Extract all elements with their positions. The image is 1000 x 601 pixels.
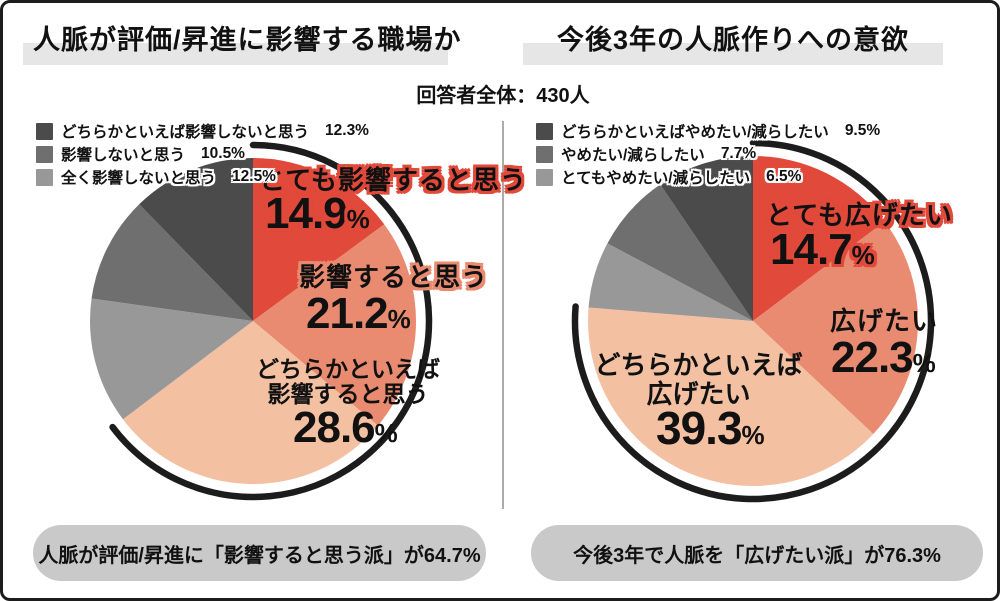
legend-label: どちらかといえば影響しないと思う	[61, 124, 310, 141]
legend-swatch	[36, 122, 53, 140]
legend-swatch	[536, 168, 553, 186]
legend-label: 影響しないと思う	[61, 147, 186, 164]
legend-swatch	[536, 122, 553, 140]
emphasis-arc	[571, 139, 935, 503]
pie-slice	[253, 158, 385, 321]
slice-label-value: 22.3%	[831, 333, 936, 382]
legend-value: 9.5%	[844, 122, 881, 139]
slice-label-text: 影響すると思う	[299, 262, 489, 292]
summary-banner-right: 今後3年で人脈を「広げたい派」が76.3%	[531, 525, 983, 581]
pie-slice	[122, 321, 378, 484]
left-chart-title: 人脈が評価/昇進に影響する職場か	[33, 25, 462, 55]
legend-label: やめたい/減らしたい	[561, 147, 705, 164]
panel-divider	[502, 121, 504, 509]
legend-value: 10.5%	[201, 145, 245, 162]
legend-label: 全く影響しないと思う	[61, 170, 217, 187]
pie-slice	[588, 243, 753, 321]
legend-item: 影響しないと思う 10.5%	[36, 145, 369, 164]
pie-slice	[139, 158, 253, 321]
slice-label-value: 14.9%	[265, 189, 370, 238]
slice-label-text: どちらかといえば 影響すると思う	[256, 356, 440, 408]
right-title-highlight	[523, 43, 943, 65]
slice-label-value: 21.2%	[306, 289, 411, 338]
legend-value: 12.3%	[325, 122, 369, 139]
legend-item: どちらかといえばやめたい/減らしたい 9.5%	[536, 122, 881, 141]
legend-item: とてもやめたい/減らしたい 6.5%	[536, 168, 880, 187]
legend-left: どちらかといえば影響しないと思う 12.3% 影響しないと思う 10.5% 全く…	[36, 122, 369, 187]
left-title-highlight	[23, 43, 448, 65]
legend-swatch	[36, 145, 53, 163]
slice-label-value: 14.7%	[770, 225, 875, 274]
slice-label-text: とても影響すると思う	[259, 165, 527, 195]
legend-value: 6.5%	[766, 168, 802, 185]
pie-chart-right	[571, 139, 935, 503]
pie-slice	[753, 221, 918, 434]
legend-value: 7.7%	[720, 145, 757, 162]
legend-item: どちらかといえば影響しないと思う 12.3%	[36, 122, 369, 141]
pie-chart-left	[89, 141, 433, 501]
pie-slice	[91, 204, 254, 321]
slice-label-text: 広げたい	[830, 306, 939, 336]
emphasis-arc	[109, 141, 433, 501]
slice-label-value: 39.3%	[656, 402, 765, 454]
slice-label-value: 28.6%	[293, 403, 398, 452]
pie-slice	[660, 156, 753, 321]
pie-slice	[89, 298, 253, 420]
legend-label: どちらかといえばやめたい/減らしたい	[561, 124, 829, 141]
legend-item: やめたい/減らしたい 7.7%	[536, 145, 880, 164]
slice-label-text: どちらかといえば 広げたい	[594, 350, 803, 409]
right-chart-title: 今後3年の人脈作りへの意欲	[556, 25, 909, 55]
legend-label: とてもやめたい/減らしたい	[561, 170, 751, 187]
respondents-total: 回答者全体：430人	[416, 85, 590, 107]
legend-swatch	[36, 168, 53, 186]
pie-slice	[253, 224, 417, 426]
legend-item: 全く影響しないと思う 12.5%	[36, 168, 369, 187]
slice-label-text: とても広げたい	[766, 200, 953, 230]
pie-slice	[588, 307, 874, 486]
pie-slice	[753, 156, 885, 321]
summary-banner-left: 人脈が評価/昇進に「影響すると思う派」が64.7%	[33, 525, 486, 581]
legend-swatch	[536, 145, 553, 163]
legend-right: どちらかといえばやめたい/減らしたい 9.5% やめたい/減らしたい 7.7% …	[536, 122, 881, 187]
legend-value: 12.5%	[232, 168, 276, 185]
pie-slice	[607, 184, 753, 321]
